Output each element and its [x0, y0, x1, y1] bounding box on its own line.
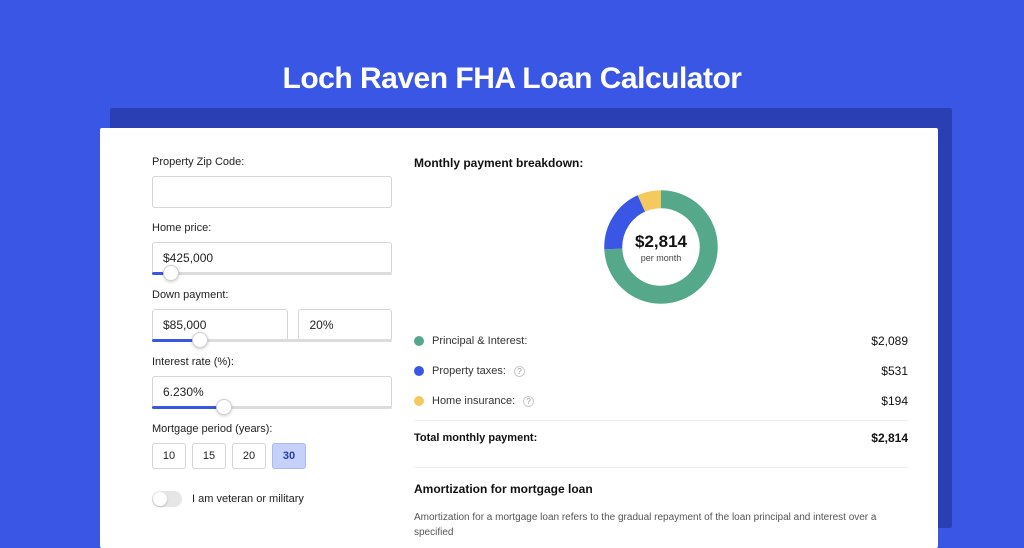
down-payment-slider[interactable] [152, 339, 392, 342]
amortization-text: Amortization for a mortgage loan refers … [414, 510, 908, 540]
amortization-section: Amortization for mortgage loan Amortizat… [414, 467, 908, 540]
dot-principal [414, 336, 424, 346]
period-btn-30[interactable]: 30 [272, 443, 306, 469]
breakdown-label-taxes: Property taxes: [432, 365, 506, 377]
donut-sub: per month [641, 253, 682, 263]
veteran-label: I am veteran or military [192, 493, 304, 505]
home-price-slider-thumb[interactable] [163, 265, 179, 281]
breakdown-title: Monthly payment breakdown: [414, 156, 908, 170]
breakdown-row-principal: Principal & Interest: $2,089 [414, 326, 908, 356]
down-payment-amount-input[interactable] [152, 309, 288, 341]
amortization-title: Amortization for mortgage loan [414, 482, 908, 496]
interest-label: Interest rate (%): [152, 356, 392, 368]
donut-wrap: $2,814 per month [414, 184, 908, 310]
home-price-input[interactable] [152, 242, 392, 274]
donut-value: $2,814 [635, 232, 687, 252]
breakdown-row-taxes: Property taxes: ? $531 [414, 356, 908, 386]
home-price-group: Home price: [152, 222, 392, 275]
breakdown-val-insurance: $194 [881, 394, 908, 408]
home-price-label: Home price: [152, 222, 392, 234]
period-group: Mortgage period (years): 10 15 20 30 [152, 423, 392, 469]
info-icon[interactable]: ? [523, 396, 534, 407]
interest-slider-thumb[interactable] [216, 399, 232, 415]
page-root: Loch Raven FHA Loan Calculator Property … [0, 0, 1024, 512]
page-title: Loch Raven FHA Loan Calculator [0, 0, 1024, 96]
period-btn-15[interactable]: 15 [192, 443, 226, 469]
breakdown-row-insurance: Home insurance: ? $194 [414, 386, 908, 416]
zip-label: Property Zip Code: [152, 156, 392, 168]
period-buttons: 10 15 20 30 [152, 443, 392, 469]
info-icon[interactable]: ? [514, 366, 525, 377]
home-price-slider[interactable] [152, 272, 392, 275]
breakdown-val-principal: $2,089 [871, 334, 908, 348]
dot-insurance [414, 396, 424, 406]
breakdown-column: Monthly payment breakdown: $2,814 per mo… [414, 156, 908, 548]
veteran-toggle-knob [153, 492, 167, 506]
veteran-row: I am veteran or military [152, 491, 392, 507]
breakdown-label-principal: Principal & Interest: [432, 335, 527, 347]
veteran-toggle[interactable] [152, 491, 182, 507]
down-payment-label: Down payment: [152, 289, 392, 301]
down-payment-percent-input[interactable] [298, 309, 392, 341]
down-payment-slider-thumb[interactable] [192, 332, 208, 348]
down-payment-group: Down payment: [152, 289, 392, 342]
breakdown-val-taxes: $531 [881, 364, 908, 378]
payment-donut-chart: $2,814 per month [598, 184, 724, 310]
interest-slider[interactable] [152, 406, 392, 409]
interest-slider-fill [152, 406, 224, 409]
interest-group: Interest rate (%): [152, 356, 392, 409]
breakdown-row-total: Total monthly payment: $2,814 [414, 420, 908, 453]
zip-field-group: Property Zip Code: [152, 156, 392, 208]
breakdown-label-insurance: Home insurance: [432, 395, 515, 407]
donut-center: $2,814 per month [598, 184, 724, 310]
period-btn-10[interactable]: 10 [152, 443, 186, 469]
total-label: Total monthly payment: [414, 432, 537, 444]
form-column: Property Zip Code: Home price: Down paym… [152, 156, 392, 548]
zip-input[interactable] [152, 176, 392, 208]
interest-input[interactable] [152, 376, 392, 408]
dot-taxes [414, 366, 424, 376]
calculator-card: Property Zip Code: Home price: Down paym… [100, 128, 938, 548]
period-label: Mortgage period (years): [152, 423, 392, 435]
total-value: $2,814 [871, 431, 908, 445]
period-btn-20[interactable]: 20 [232, 443, 266, 469]
